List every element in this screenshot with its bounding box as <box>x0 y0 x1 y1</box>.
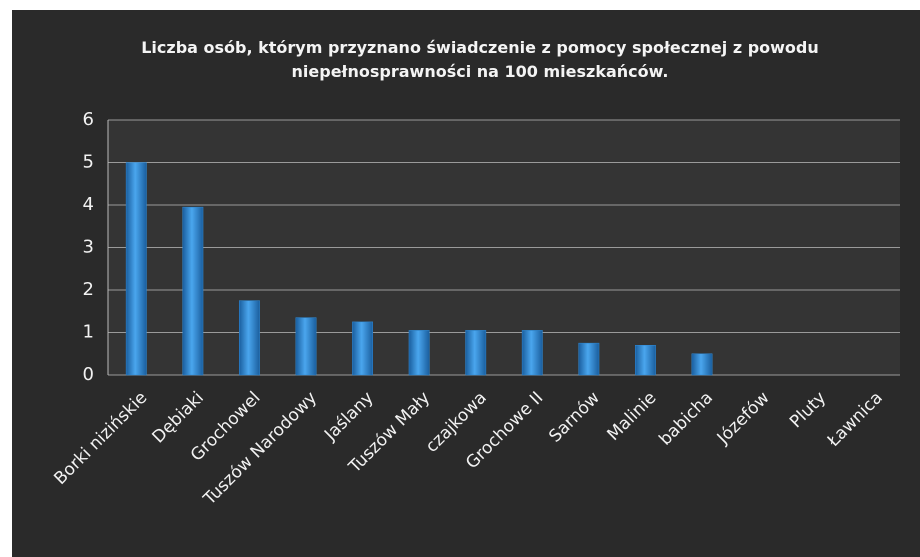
bar <box>125 162 147 376</box>
bar <box>578 342 600 376</box>
bar <box>238 300 260 376</box>
bar <box>352 321 374 376</box>
y-tick-label: 0 <box>83 364 94 385</box>
bar <box>691 353 713 376</box>
bar <box>465 330 487 376</box>
y-tick-label: 6 <box>83 109 94 130</box>
bar <box>634 345 656 376</box>
y-tick-label: 5 <box>83 152 94 173</box>
y-tick-label: 4 <box>83 194 94 215</box>
bar <box>295 317 317 376</box>
chart-title: Liczba osób, którym przyznano świadczeni… <box>141 38 819 81</box>
bar <box>408 330 430 376</box>
bar <box>521 330 543 376</box>
y-tick-label: 3 <box>83 237 94 258</box>
y-tick-label: 1 <box>83 322 94 343</box>
bar <box>182 206 204 376</box>
y-tick-label: 2 <box>83 279 94 300</box>
